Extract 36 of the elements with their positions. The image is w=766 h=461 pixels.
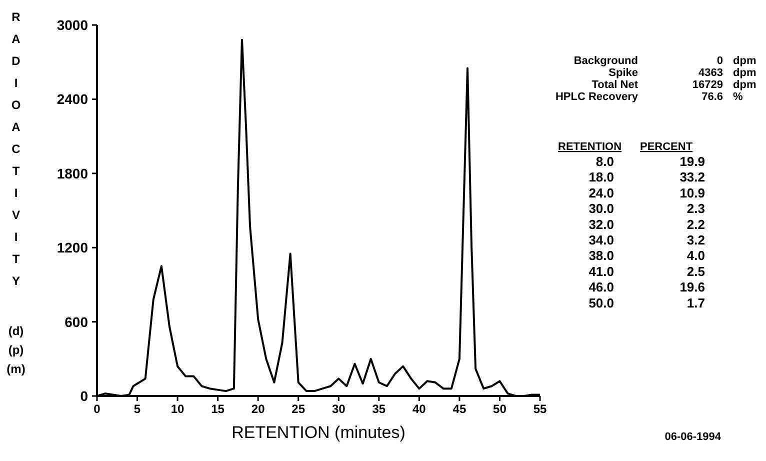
y-tick-label: 3000 <box>56 17 88 33</box>
x-axis-title: RETENTION (minutes) <box>232 423 406 442</box>
y-tick-label: 1800 <box>56 165 88 182</box>
text: 38.0 4.0 <box>588 248 705 264</box>
text: 18.0 33.2 <box>588 170 705 185</box>
text: 8.0 19.9 <box>596 154 705 169</box>
text: 41.0 2.5 <box>588 264 705 279</box>
y-tick-label: 600 <box>64 314 88 330</box>
text: 30.0 2.3 <box>588 201 705 216</box>
text: Background 0 dpm <box>574 55 756 67</box>
text: 50.0 1.7 <box>588 295 705 310</box>
y-tick-label: 1200 <box>56 240 88 256</box>
x-tick-label: 10 <box>170 402 185 416</box>
text: 32.0 2.2 <box>588 216 705 232</box>
x-tick-label: 0 <box>94 402 101 416</box>
x-tick-label: 15 <box>211 402 225 416</box>
x-tick-label: 50 <box>493 402 507 416</box>
text: RETENTION PERCENT <box>558 141 693 153</box>
x-tick-label: 55 <box>533 402 547 416</box>
y-tick-label: 0 <box>80 388 88 404</box>
x-tick-label: 45 <box>452 402 466 416</box>
x-tick-label: 30 <box>332 402 346 416</box>
text: HPLC Recovery 76.6 % <box>555 91 743 103</box>
text: 46.0 19.6 <box>588 280 705 295</box>
x-tick-label: 20 <box>251 402 266 416</box>
y-tick-label: 2400 <box>56 91 88 108</box>
text: Spike 4363 dpm <box>608 67 756 79</box>
text: RADIOACTIVITY (d)(p)(m) <box>6 10 26 376</box>
x-tick-label: 40 <box>412 402 426 416</box>
text: 24.0 10.9 <box>588 185 705 200</box>
text: 34.0 3.2 <box>588 232 705 248</box>
text: 06-06-1994 <box>664 431 722 443</box>
text: Total Net 16729 dpm <box>592 79 756 91</box>
x-tick-label: 35 <box>372 402 386 416</box>
x-tick-label: 5 <box>134 402 141 416</box>
x-tick-label: 25 <box>292 402 306 416</box>
